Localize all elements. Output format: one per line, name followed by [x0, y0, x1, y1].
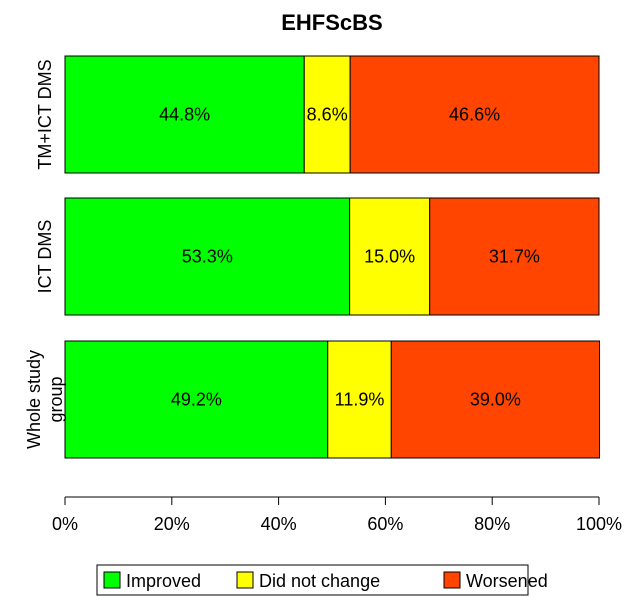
category-label-whole-study-group-line-1: Whole study	[24, 350, 44, 449]
bar-ict-dms-did-not-change	[349, 197, 431, 316]
data-label-tm-ict-dms-improved: 44.8%	[159, 105, 210, 125]
category-label-ict-dms: ICT DMS	[35, 220, 55, 294]
bar-tm-ict-dms-worsened	[349, 55, 600, 174]
category-label-whole-study-group-line-2: group	[46, 376, 66, 422]
data-label-tm-ict-dms-did-not-change: 8.6%	[307, 105, 348, 125]
data-label-tm-ict-dms-worsened: 46.6%	[449, 105, 500, 125]
data-label-whole-study-group-did-not-change: 11.9%	[335, 390, 385, 410]
x-tick-label-80: 80%	[474, 514, 510, 534]
bar-whole-study-group-improved	[64, 340, 329, 459]
bar-ict-dms-improved	[64, 197, 351, 316]
category-label-tm-ict-dms: TM+ICT DMS	[35, 59, 55, 169]
legend-label-worsened: Worsened	[466, 571, 548, 591]
x-tick-label-20: 20%	[154, 514, 190, 534]
bar-ict-dms-worsened	[429, 197, 600, 316]
legend-swatch-worsened	[443, 571, 461, 589]
chart-title: EHFScBS	[281, 10, 382, 35]
bar-tm-ict-dms-did-not-change	[303, 55, 351, 174]
x-tick-label-40: 40%	[261, 514, 297, 534]
bars-group: 44.8% 8.6% 46.6% 53.3% 15.0% 31.7% 49.2% 11.9% 3…	[64, 55, 601, 459]
x-tick-label-100: 100%	[576, 514, 622, 534]
data-label-whole-study-group-worsened: 39.0%	[470, 390, 521, 410]
x-axis: 0% 20% 40% 60% 80% 100%	[52, 496, 622, 534]
data-label-ict-dms-improved: 53.3%	[182, 247, 233, 267]
bar-whole-study-group-did-not-change	[327, 340, 392, 459]
x-tick-label-0: 0%	[52, 514, 78, 534]
legend: Improved Did not change Worsened	[96, 564, 548, 596]
legend-swatch-did-not-change	[236, 571, 254, 589]
legend-swatch-improved	[103, 571, 121, 589]
legend-label-improved: Improved	[126, 571, 201, 591]
data-label-whole-study-group-improved: 49.2%	[171, 390, 222, 410]
bar-tm-ict-dms-improved	[64, 55, 305, 174]
category-labels: TM+ICT DMS ICT DMS Whole study group	[24, 59, 66, 449]
data-label-ict-dms-worsened: 31.7%	[489, 247, 540, 267]
legend-label-did-not-change: Did not change	[259, 571, 380, 591]
x-tick-label-60: 60%	[367, 514, 403, 534]
data-label-ict-dms-did-not-change: 15.0%	[364, 247, 415, 267]
bar-whole-study-group-worsened	[390, 340, 601, 459]
